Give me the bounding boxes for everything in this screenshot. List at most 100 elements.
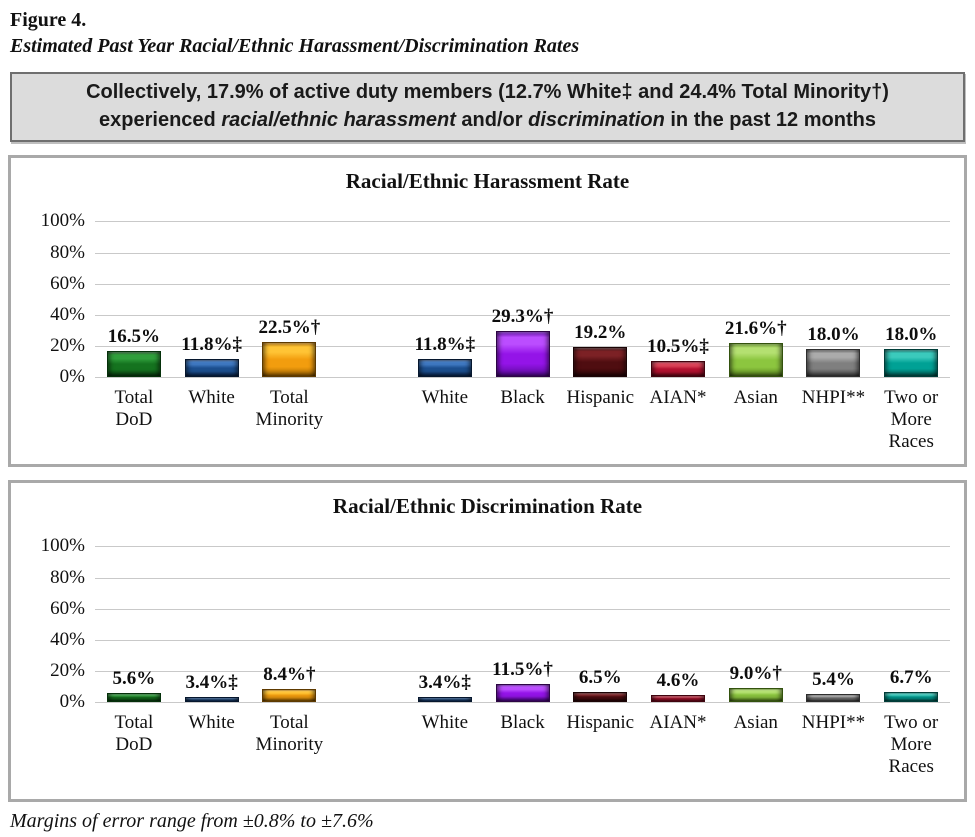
harassment-plot-area: 0% 20% 40% 60% 80% 100% 16.5% 11.8%‡ 22.5%† 11.8%…: [41, 211, 950, 387]
bar-hispanic: [573, 692, 628, 703]
bar-value-label-nhpi: 5.4%: [812, 669, 855, 691]
harassment-category-axis: Total DoD White Total Minority White Black Hi…: [95, 387, 950, 453]
category-label-two-or-more-races: Two or More Races: [872, 387, 950, 453]
bar-white: [417, 697, 472, 703]
gridline-0%: [95, 702, 950, 704]
y-tick-label-100%: 100%: [40, 535, 85, 557]
summary-callout-box: Collectively, 17.9% of active duty membe…: [10, 72, 965, 143]
bar-cell-black: 29.3%†: [484, 221, 562, 378]
category-label-text: AIAN*: [649, 712, 707, 734]
bar-value-label-asian: 9.0%†: [729, 663, 782, 685]
bar-value-label-white: 3.4%‡: [418, 672, 471, 694]
bar-value-label-white: 3.4%‡: [185, 672, 238, 694]
category-label-text: NHPI**: [801, 712, 866, 734]
category-label-text: Hispanic: [566, 712, 635, 734]
category-gap-spacer: [328, 387, 406, 453]
category-label-black: Black: [484, 712, 562, 778]
bar-cell-asian: 9.0%†: [717, 546, 795, 703]
bar-cell-white: 3.4%‡: [406, 546, 484, 703]
summary-italic-term: racial/ethnic harassment: [221, 108, 456, 131]
category-label-text: Total DoD: [114, 712, 154, 756]
discrimination-chart-panel: Racial/Ethnic Discrimination Rate 0% 20% 4…: [8, 480, 967, 803]
category-label-white: White: [406, 387, 484, 453]
summary-line-1: Collectively, 17.9% of active duty membe…: [86, 81, 889, 103]
bar-value-label-total-dod: 16.5%: [107, 326, 160, 348]
bar-value-label-aian: 4.6%: [656, 670, 700, 692]
bar-white: [417, 359, 472, 378]
bar-two-or-more-races: [884, 349, 939, 378]
bar-asian: [728, 343, 783, 378]
summary-line-2: experienced racial/ethnic harassment and…: [18, 107, 957, 135]
y-tick-label-80%: 80%: [50, 241, 85, 263]
category-label-text: AIAN*: [649, 387, 707, 409]
bar-cell-nhpi: 5.4%: [795, 546, 873, 703]
figure-title: Estimated Past Year Racial/Ethnic Harass…: [10, 35, 580, 57]
bar-cell-two-or-more-races: 18.0%: [872, 221, 950, 378]
bar-two-or-more-races: [884, 692, 939, 703]
y-tick-label-100%: 100%: [40, 210, 85, 232]
y-tick-label-0%: 0%: [59, 691, 85, 713]
gridline-40%: [95, 639, 950, 641]
bar-cell-two-or-more-races: 6.7%: [872, 546, 950, 703]
discrimination-chart-title: Racial/Ethnic Discrimination Rate: [332, 494, 643, 519]
category-label-text: Black: [500, 712, 545, 734]
gridline-40%: [95, 314, 950, 316]
bar-value-label-black: 29.3%†: [491, 306, 554, 328]
category-label-text: Total Minority: [255, 712, 324, 756]
summary-italic-term: discrimination: [528, 108, 665, 131]
category-label-aian: AIAN*: [639, 387, 717, 453]
y-tick-label-60%: 60%: [50, 272, 85, 294]
bar-value-label-two-or-more-races: 6.7%: [889, 667, 933, 689]
bar-cell-white: 11.8%‡: [173, 221, 251, 378]
summary-text: and/or: [455, 108, 529, 131]
bar-cell-total-dod: 5.6%: [95, 546, 173, 703]
bar-value-label-total-minority: 22.5%†: [258, 317, 321, 339]
category-label-text: Two or More Races: [884, 712, 939, 778]
bar-black: [495, 684, 550, 703]
category-label-text: White: [188, 712, 235, 734]
bar-value-label-white: 11.8%‡: [181, 334, 242, 356]
bar-cell-black: 11.5%†: [484, 546, 562, 703]
category-label-aian: AIAN*: [639, 712, 717, 778]
bar-nhpi: [806, 349, 861, 378]
category-label-hispanic: Hispanic: [561, 387, 639, 453]
bar-cell-aian: 4.6%: [639, 546, 717, 703]
category-label-white: White: [406, 712, 484, 778]
bar-cell-white: 11.8%‡: [406, 221, 484, 378]
bar-total-dod: [106, 351, 161, 378]
summary-text: in the past 12 months: [664, 108, 876, 131]
y-tick-label-20%: 20%: [50, 335, 85, 357]
bar-value-label-black: 11.5%†: [492, 659, 553, 681]
figure-number: Figure 4.: [10, 9, 87, 31]
category-label-text: Asian: [733, 712, 778, 734]
margin-of-error-note: Margins of error range from ±0.8% to ±7.…: [10, 810, 374, 833]
category-label-total-minority: Total Minority: [250, 712, 328, 778]
category-label-two-or-more-races: Two or More Races: [872, 712, 950, 778]
bar-asian: [728, 688, 783, 703]
bar-total-minority: [262, 689, 317, 703]
category-label-asian: Asian: [717, 387, 795, 453]
harassment-chart-panel: Racial/Ethnic Harassment Rate 0% 20% 40% 60…: [8, 155, 967, 468]
bar-total-dod: [106, 693, 161, 703]
category-label-nhpi: NHPI**: [795, 387, 873, 453]
bar-cell-nhpi: 18.0%: [795, 221, 873, 378]
y-tick-label-40%: 40%: [50, 303, 85, 325]
gridline-20%: [95, 671, 950, 673]
bar-white: [184, 697, 239, 703]
bar-value-label-hispanic: 6.5%: [578, 667, 622, 689]
gridline-0%: [95, 377, 950, 379]
bar-black: [495, 331, 550, 378]
bar-cell-aian: 10.5%‡: [639, 221, 717, 378]
category-label-text: Total Minority: [255, 387, 324, 431]
bar-value-label-aian: 10.5%‡: [647, 336, 709, 358]
category-label-text: Two or More Races: [884, 387, 939, 453]
category-label-text: Hispanic: [566, 387, 635, 409]
bar-cell-total-dod: 16.5%: [95, 221, 173, 378]
gridline-100%: [95, 546, 950, 548]
bar-cell-asian: 21.6%†: [717, 221, 795, 378]
y-tick-label-20%: 20%: [50, 660, 85, 682]
bar-aian: [651, 361, 705, 378]
category-label-nhpi: NHPI**: [795, 712, 873, 778]
category-label-white: White: [173, 387, 251, 453]
bar-value-label-nhpi: 18.0%: [807, 324, 860, 346]
